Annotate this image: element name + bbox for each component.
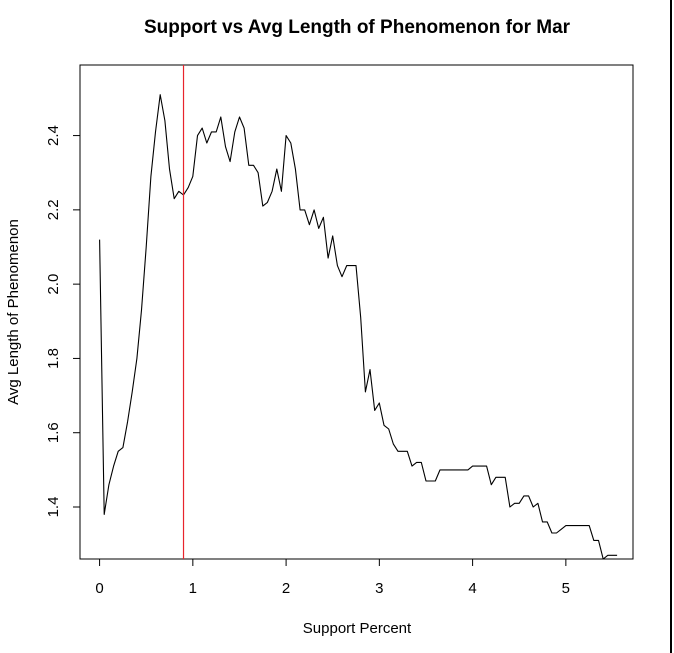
- x-tick-label: 2: [282, 580, 290, 597]
- x-tick-label: 5: [562, 580, 570, 597]
- y-tick-label: 2.0: [45, 274, 62, 295]
- x-tick-label: 3: [375, 580, 383, 597]
- plot-marks: [99, 65, 618, 560]
- y-tick-label: 1.4: [45, 497, 62, 518]
- plot-frame: [79, 64, 634, 560]
- x-axis-label: Support Percent: [303, 620, 412, 637]
- y-axis: 1.4 1.6 1.8 2.0 2.2 2.4: [45, 125, 81, 518]
- x-tick-label: 1: [189, 580, 197, 597]
- y-tick-label: 2.4: [45, 125, 62, 146]
- y-tick-label: 1.8: [45, 348, 62, 369]
- x-axis: 0 1 2 3 4 5: [95, 558, 570, 597]
- y-tick-label: 2.2: [45, 199, 62, 220]
- y-tick-label: 1.6: [45, 422, 62, 443]
- x-tick-label: 0: [95, 580, 103, 597]
- y-axis-label: Avg Length of Phenomenon: [5, 219, 22, 405]
- chart-title: Support vs Avg Length of Phenomenon for …: [144, 17, 571, 38]
- series-line: [99, 94, 618, 560]
- window-edge-divider: [670, 0, 672, 653]
- x-tick-label: 4: [468, 580, 476, 597]
